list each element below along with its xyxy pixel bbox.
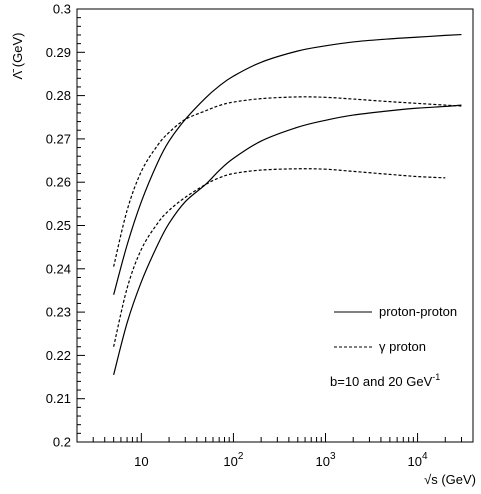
y-tick-label: 0.26 xyxy=(46,175,71,190)
x-tick-base: 10 xyxy=(223,454,237,469)
series-line-solid-0 xyxy=(113,33,462,295)
legend-note-exp: -1 xyxy=(432,372,440,382)
legend-note: b=10 and 20 GeV-1 xyxy=(330,372,440,389)
x-tick-exp: 2 xyxy=(238,451,244,462)
y-tick-label: 0.22 xyxy=(46,348,71,363)
x-tick-base: 10 xyxy=(134,454,148,469)
series-layer xyxy=(113,33,462,376)
x-tick-base: 10 xyxy=(315,454,329,469)
x-tick-exp: 3 xyxy=(330,451,336,462)
x-axis: 10 102 103 104 xyxy=(76,433,474,469)
y-tick-label: 0.28 xyxy=(46,88,71,103)
y-axis-label: Λ̄ (GeV) xyxy=(10,33,25,80)
y-tick-label: 0.2 xyxy=(53,435,71,450)
y-axis: 0.2 0.21 0.22 0.23 0.24 0.25 0.26 0.27 0.28 0.29 0… xyxy=(46,2,85,450)
series-line-dashed-3 xyxy=(113,168,446,347)
series-line-dashed-2 xyxy=(113,96,462,267)
y-tick-label: 0.27 xyxy=(46,131,71,146)
y-tick-label: 0.24 xyxy=(46,261,71,276)
x-tick-label: 10 xyxy=(134,454,148,469)
x-tick-label: 104 xyxy=(408,451,428,469)
legend-label-proton-proton: proton-proton xyxy=(379,304,457,319)
x-tick-label: 102 xyxy=(223,451,243,469)
legend-note-base: b=10 and 20 GeV xyxy=(330,374,433,389)
legend-label-gamma-proton: γ proton xyxy=(379,339,426,354)
y-tick-label: 0.29 xyxy=(46,45,71,60)
x-tick-exp: 4 xyxy=(422,451,428,462)
legend: proton-proton γ proton b=10 and 20 GeV-1 xyxy=(330,304,457,389)
y-tick-label: 0.23 xyxy=(46,305,71,320)
y-tick-label: 0.25 xyxy=(46,218,71,233)
x-tick-base: 10 xyxy=(408,454,422,469)
x-tick-label: 103 xyxy=(315,451,335,469)
x-axis-label: √s (GeV) xyxy=(424,472,476,487)
y-tick-label: 0.3 xyxy=(53,2,71,17)
y-tick-label: 0.21 xyxy=(46,391,71,406)
series-line-solid-1 xyxy=(113,104,462,376)
